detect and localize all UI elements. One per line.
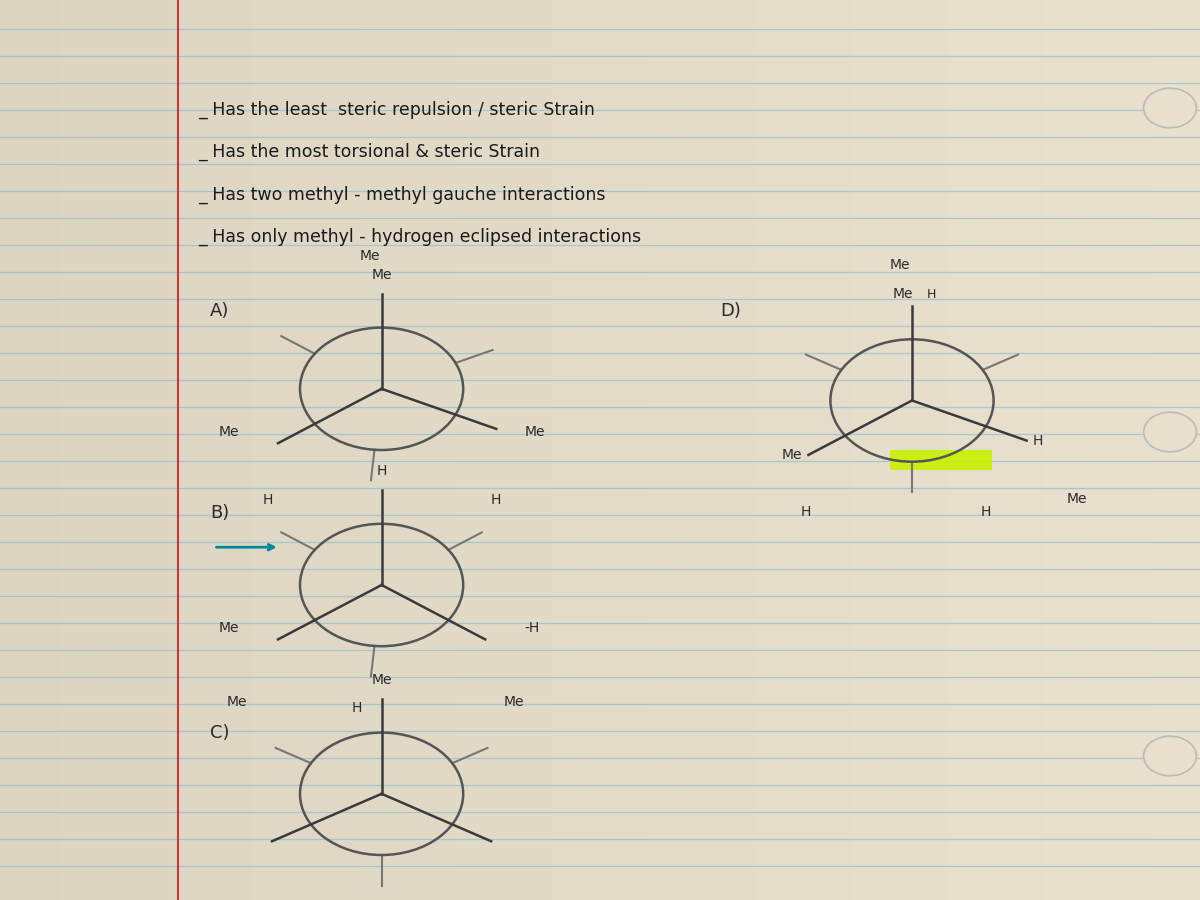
Text: _ Has only methyl - hydrogen eclipsed interactions: _ Has only methyl - hydrogen eclipsed in… [198, 228, 641, 246]
Text: Me: Me [218, 621, 239, 634]
Text: B): B) [210, 504, 229, 522]
Text: -H: -H [524, 621, 540, 634]
Text: H: H [377, 464, 386, 478]
Text: H: H [926, 288, 936, 302]
Text: A): A) [210, 302, 229, 319]
Text: Me: Me [782, 448, 803, 462]
Text: H: H [800, 505, 811, 518]
Text: _ Has the most torsional & steric Strain: _ Has the most torsional & steric Strain [198, 143, 540, 161]
Circle shape [1144, 412, 1196, 452]
Text: Me: Me [371, 672, 392, 687]
Text: _ Has two methyl - methyl gauche interactions: _ Has two methyl - methyl gauche interac… [198, 185, 606, 203]
Text: D): D) [720, 302, 740, 319]
Text: Me: Me [892, 287, 913, 302]
Text: Me: Me [359, 249, 380, 264]
Text: H: H [1033, 434, 1043, 447]
Text: Me: Me [524, 425, 545, 438]
Text: H: H [491, 493, 502, 507]
Text: Me: Me [504, 695, 524, 709]
Text: Me: Me [889, 258, 911, 272]
Text: H: H [980, 505, 991, 518]
Text: Me: Me [1067, 492, 1087, 507]
Text: H: H [352, 701, 362, 716]
Circle shape [1144, 736, 1196, 776]
FancyBboxPatch shape [890, 450, 992, 470]
Circle shape [1144, 88, 1196, 128]
Text: C): C) [210, 724, 229, 742]
Text: H: H [262, 493, 272, 507]
Text: Me: Me [218, 425, 239, 438]
Text: Me: Me [371, 267, 392, 282]
Text: Me: Me [227, 695, 247, 709]
Text: _ Has the least  steric repulsion / steric Strain: _ Has the least steric repulsion / steri… [198, 101, 595, 119]
